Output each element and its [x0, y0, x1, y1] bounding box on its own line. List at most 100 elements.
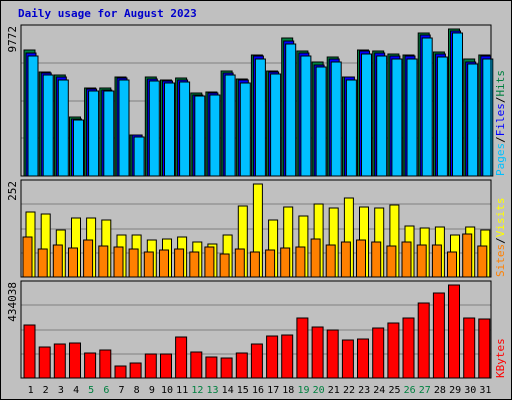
panel-border	[20, 24, 492, 177]
panel-border	[20, 280, 492, 379]
bar-pages-22	[345, 79, 357, 177]
bar-kbytes-10	[160, 353, 172, 379]
bar-sites-2	[37, 248, 48, 278]
x-tick-17: 17	[267, 385, 279, 396]
x-tick-21: 21	[328, 385, 340, 396]
legend-label-traffic: Pages/Files/Hits	[494, 70, 507, 176]
x-tick-25: 25	[388, 385, 400, 396]
bar-pages-2	[42, 74, 54, 177]
bar-kbytes-5	[84, 352, 97, 379]
legend-sep: /	[494, 237, 507, 244]
bar-sites-17	[265, 249, 276, 278]
x-tick-26: 26	[404, 385, 416, 396]
bar-pages-14	[224, 74, 236, 177]
x-tick-23: 23	[358, 385, 370, 396]
bar-kbytes-16	[250, 343, 263, 379]
legend-sep: /	[494, 136, 507, 143]
bar-kbytes-15	[235, 352, 248, 379]
bar-sites-5	[83, 239, 94, 278]
x-tick-31: 31	[479, 385, 491, 396]
legend-kbytes: KBytes	[494, 338, 507, 378]
bar-pages-7	[118, 79, 130, 177]
bar-kbytes-24	[372, 327, 385, 379]
bar-pages-19	[300, 55, 312, 177]
bar-sites-14	[219, 253, 230, 278]
bar-pages-3	[57, 79, 69, 177]
bar-pages-1	[27, 55, 39, 177]
bar-pages-27	[421, 37, 433, 177]
y-max-label-traffic: 9772	[6, 26, 19, 53]
bar-sites-3	[52, 244, 63, 278]
bar-sites-11	[174, 248, 185, 278]
x-tick-30: 30	[464, 385, 476, 396]
panel-visits: 252	[6, 179, 492, 278]
bar-pages-13	[209, 94, 221, 177]
panel-traffic: 9772	[6, 24, 494, 177]
bar-sites-12	[189, 251, 200, 278]
x-tick-18: 18	[282, 385, 294, 396]
bar-kbytes-8	[129, 362, 142, 379]
bar-kbytes-17	[266, 335, 279, 379]
bar-pages-17	[270, 73, 282, 177]
bar-sites-15	[234, 248, 245, 278]
bar-kbytes-11	[175, 336, 188, 379]
bar-kbytes-22	[341, 339, 354, 379]
x-tick-11: 11	[176, 385, 188, 396]
bar-kbytes-27	[417, 302, 430, 379]
bar-sites-4	[68, 247, 78, 278]
x-tick-10: 10	[161, 385, 173, 396]
bar-kbytes-26	[402, 317, 415, 379]
legend-files: Files	[494, 103, 507, 136]
x-tick-14: 14	[222, 385, 234, 396]
bar-pages-23	[361, 53, 372, 177]
bar-sites-26	[401, 241, 412, 278]
bar-pages-30	[467, 63, 479, 177]
bar-kbytes-14	[220, 357, 233, 379]
bar-sites-19	[295, 246, 306, 278]
legend-pages: Pages	[494, 143, 507, 176]
bar-kbytes-7	[114, 365, 127, 379]
bar-pages-15	[239, 82, 251, 177]
bar-sites-24	[371, 241, 382, 278]
bar-sites-7	[113, 246, 124, 278]
x-tick-2: 2	[43, 385, 49, 396]
bar-pages-26	[406, 58, 418, 177]
bar-pages-12	[194, 95, 206, 177]
bar-kbytes-3	[53, 343, 66, 379]
bar-kbytes-9	[144, 353, 157, 379]
bar-kbytes-29	[448, 284, 460, 379]
x-tick-6: 6	[103, 385, 109, 396]
bar-pages-28	[436, 56, 448, 177]
x-tick-5: 5	[88, 385, 94, 396]
bar-sites-6	[98, 245, 109, 278]
bar-sites-8	[128, 248, 139, 278]
legend-visits: Visits	[494, 198, 507, 238]
bar-sites-16	[249, 251, 260, 278]
x-tick-29: 29	[449, 385, 461, 396]
bar-pages-5	[88, 90, 100, 177]
x-tick-1: 1	[28, 385, 34, 396]
bar-kbytes-30	[463, 317, 476, 379]
bar-kbytes-31	[478, 318, 491, 379]
bar-kbytes-21	[326, 329, 339, 379]
bar-sites-30	[462, 233, 473, 278]
x-tick-9: 9	[149, 385, 155, 396]
bar-kbytes-20	[311, 326, 324, 379]
x-tick-12: 12	[191, 385, 203, 396]
bar-pages-8	[133, 136, 145, 177]
bar-kbytes-19	[296, 317, 309, 379]
x-tick-16: 16	[252, 385, 264, 396]
x-tick-22: 22	[343, 385, 355, 396]
bar-pages-29	[452, 32, 463, 177]
legend-sep: /	[494, 97, 507, 104]
bar-sites-13	[204, 246, 215, 278]
legend-label-kbytes: KBytes	[494, 338, 507, 378]
bar-pages-10	[164, 82, 175, 177]
x-tick-3: 3	[58, 385, 64, 396]
chart-title: Daily usage for August 2023	[18, 7, 197, 20]
bar-sites-20	[310, 238, 321, 278]
bar-kbytes-1	[23, 324, 36, 379]
bar-kbytes-28	[432, 292, 445, 379]
x-tick-7: 7	[118, 385, 124, 396]
